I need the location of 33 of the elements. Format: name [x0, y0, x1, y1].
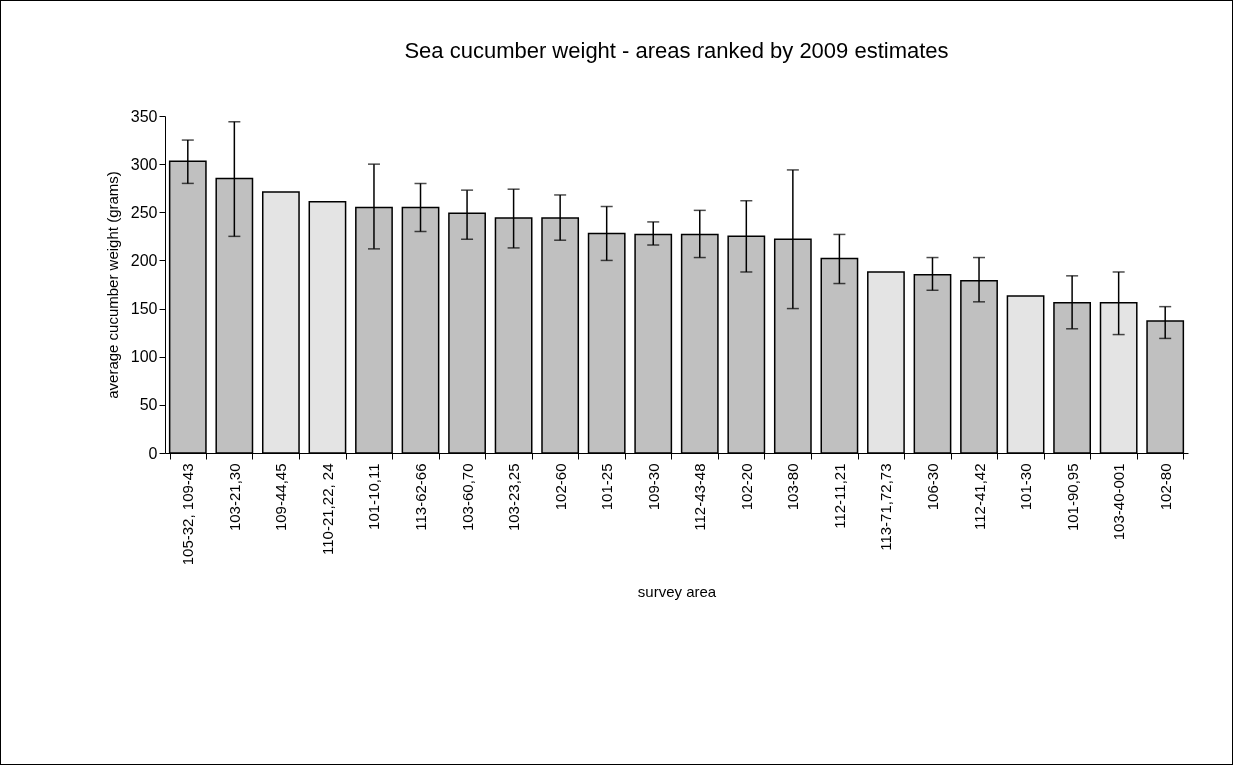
y-tick-label: 350: [130, 107, 158, 125]
x-tick-label: 103-60,70: [458, 463, 476, 532]
y-tick-label: 0: [148, 444, 158, 462]
x-tick-label: 109-30: [644, 463, 662, 511]
y-tick-label: 200: [130, 251, 158, 269]
y-tick-label: 250: [130, 203, 158, 221]
y-tick-label: 150: [130, 300, 158, 318]
chart-title: Sea cucumber weight - areas ranked by 2009 estimates: [404, 38, 949, 63]
x-tick-label: 112-43-48: [691, 463, 709, 531]
x-tick-label: 112-11,21: [830, 463, 848, 529]
x-tick-label: 102-20: [737, 463, 755, 511]
x-tick-label: 112-41,42: [970, 463, 988, 530]
x-tick-label: 102-60: [551, 463, 569, 511]
x-axis-title: survey area: [637, 583, 717, 601]
y-tick-label: 50: [139, 396, 158, 414]
y-axis-title: average cucumber weight (grams): [103, 171, 121, 399]
x-tick-label: 103-80: [784, 463, 802, 511]
x-tick-label: 103-21,30: [225, 463, 243, 532]
x-tick-label: 105-32, 109-43: [179, 463, 197, 566]
x-tick-label: 101-25: [598, 463, 616, 511]
y-tick-label: 100: [130, 348, 158, 366]
x-tick-label: 103-23,25: [505, 463, 523, 532]
y-tick-label: 300: [130, 155, 158, 173]
x-tick-label: 110-21,22, 24: [318, 463, 336, 555]
x-tick-label: 101-10,11: [365, 463, 383, 530]
x-tick-label: 113-71,72,73: [877, 463, 895, 551]
x-tick-label: 113-62-66: [412, 463, 430, 531]
x-tick-label: 103-40-001: [1110, 463, 1128, 541]
x-tick-label: 101-90,95: [1063, 463, 1081, 532]
x-tick-label: 101-30: [1017, 463, 1035, 511]
x-tick-label: 106-30: [923, 463, 941, 511]
x-tick-label: 109-44,45: [272, 463, 290, 532]
x-tick-label: 102-80: [1156, 463, 1174, 511]
